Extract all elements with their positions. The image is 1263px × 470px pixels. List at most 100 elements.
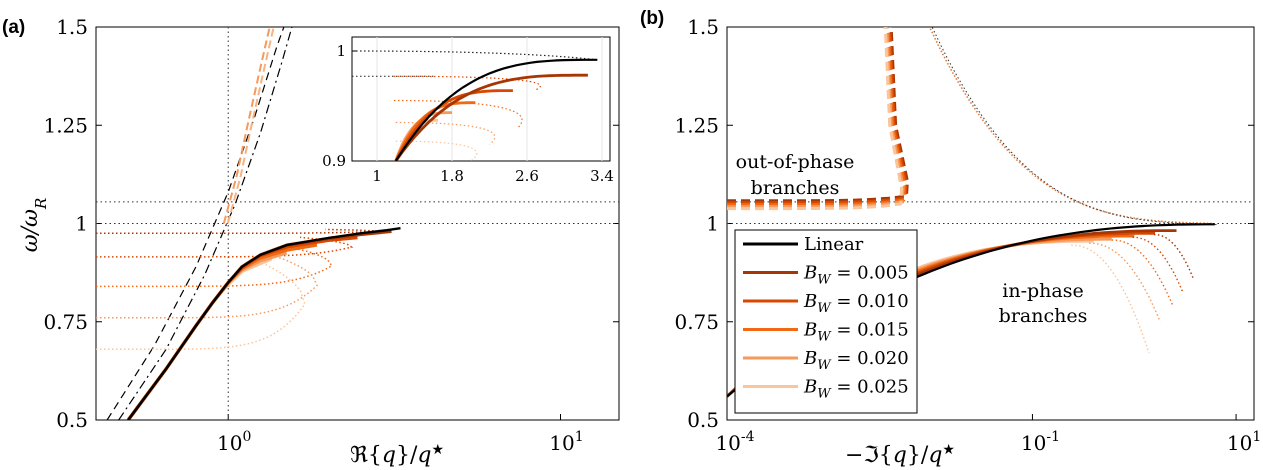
x-tick-label: 101 bbox=[549, 429, 583, 455]
series-line bbox=[126, 251, 288, 420]
x-tick-label-exp: 1 bbox=[575, 429, 584, 445]
y-tick-label: 0.5 bbox=[687, 408, 719, 432]
legend-label-symbol: B bbox=[803, 348, 817, 369]
y-tick-label: 0.75 bbox=[43, 310, 88, 334]
inset-plot: 1 1.8 2.6 3.4 0.9 1 bbox=[322, 36, 614, 185]
legend-box bbox=[734, 229, 918, 414]
dotted-branch bbox=[96, 258, 306, 351]
annotation-out-of-phase-line2: branches bbox=[751, 177, 840, 199]
annotation-in-phase-line1: in-phase bbox=[1002, 280, 1083, 302]
in-phase-dotted-drop bbox=[1132, 236, 1184, 293]
panel-a-xticks: 100 101 bbox=[217, 414, 584, 455]
dotted-branch bbox=[96, 236, 354, 258]
x-tick-label: 101 bbox=[1227, 429, 1261, 455]
out-of-phase-branch bbox=[727, 27, 908, 205]
panel-a-yticks: 0.5 0.75 1 1.25 1.5 bbox=[43, 15, 619, 432]
out-of-phase-dotted bbox=[928, 27, 1214, 225]
x-tick-label: 10-1 bbox=[1021, 429, 1060, 455]
inset-ticks: 1 1.8 2.6 3.4 0.9 1 bbox=[322, 37, 614, 185]
y-tick-label: 1.5 bbox=[687, 15, 719, 39]
legend-label-symbol: B bbox=[803, 291, 817, 312]
legend-label-value: = 0.010 bbox=[831, 291, 909, 312]
dispersion-curve bbox=[106, 27, 285, 420]
dotted-branch bbox=[96, 244, 333, 288]
x-tick-label: 10-4 bbox=[715, 429, 754, 455]
panel-b-xlabel: −ℑ{q}/q★ bbox=[845, 442, 955, 468]
inset-dotted-branch bbox=[395, 140, 478, 161]
dispersion-curve bbox=[226, 27, 275, 224]
legend-label-subscript: W bbox=[817, 273, 832, 288]
x-tick-label: 100 bbox=[217, 429, 251, 455]
inset-series-line bbox=[394, 58, 598, 161]
y-tick-label: 1 bbox=[75, 212, 88, 236]
legend-label-value: = 0.025 bbox=[831, 377, 909, 398]
legend-label-subscript: W bbox=[817, 387, 832, 402]
in-phase-dotted-drop bbox=[1089, 242, 1161, 323]
out-of-phase-branch bbox=[727, 27, 904, 211]
x-tick-label-base: 10 bbox=[549, 431, 574, 455]
legend-label-symbol: B bbox=[803, 320, 817, 341]
legend-label-value: = 0.015 bbox=[831, 320, 909, 341]
legend-label: BW = 0.015 bbox=[803, 320, 909, 345]
x-tick-label-exp: -4 bbox=[741, 429, 755, 445]
panel-b-yticks: 0.5 0.75 1 1.25 1.5 bbox=[674, 15, 1254, 432]
panel-a-label: (a) bbox=[2, 17, 25, 38]
x-tick-label-base: 10 bbox=[217, 431, 242, 455]
legend-label-symbol: B bbox=[803, 377, 817, 398]
x-tick-label-base: 10 bbox=[1021, 431, 1046, 455]
legend-label: BW = 0.010 bbox=[803, 291, 909, 316]
legend-label: BW = 0.025 bbox=[803, 377, 909, 402]
inset-plot-area bbox=[352, 50, 598, 161]
x-tick-label-exp: 0 bbox=[242, 429, 251, 445]
inset-series-line bbox=[394, 73, 588, 161]
dotted-branch bbox=[96, 228, 377, 235]
legend-label: Linear bbox=[804, 234, 864, 255]
x-tick-label-exp: 1 bbox=[1252, 429, 1261, 445]
inset-y-tick-label: 0.9 bbox=[322, 152, 346, 170]
panel-a-curves bbox=[96, 27, 401, 420]
y-tick-label: 0.5 bbox=[56, 408, 88, 432]
inset-background bbox=[351, 36, 611, 162]
inset-x-tick-label: 1 bbox=[372, 167, 382, 185]
legend-label-subscript: W bbox=[817, 301, 832, 316]
legend-label-subscript: W bbox=[817, 358, 832, 373]
in-phase-dotted-drop bbox=[1111, 239, 1174, 307]
legend-label: BW = 0.005 bbox=[803, 263, 909, 288]
panel-b-label: (b) bbox=[640, 8, 664, 29]
panel-a-ylabel: ω/ωR bbox=[18, 198, 50, 253]
dotted-branch bbox=[96, 252, 318, 319]
dispersion-curve bbox=[222, 27, 271, 224]
series-line bbox=[126, 243, 318, 420]
inset-curves bbox=[352, 50, 598, 161]
series-line bbox=[127, 227, 401, 420]
y-tick-label: 0.75 bbox=[674, 310, 719, 334]
x-tick-label-base: 10 bbox=[715, 431, 740, 455]
panel-a-xlabel: ℜ{q}/q★ bbox=[350, 442, 444, 468]
x-tick-label-base: 10 bbox=[1227, 431, 1252, 455]
inset-x-tick-label: 2.6 bbox=[515, 167, 539, 185]
out-of-phase-branch bbox=[727, 27, 909, 203]
out-of-phase-dotted bbox=[931, 27, 1217, 225]
panel-b-xticks: 10-4 10-1 101 bbox=[715, 414, 1261, 455]
legend-label: BW = 0.020 bbox=[803, 348, 909, 373]
legend-label-symbol: B bbox=[803, 263, 817, 284]
panel-a-plot-area bbox=[96, 27, 619, 420]
inset-x-tick-label: 1.8 bbox=[440, 167, 464, 185]
out-of-phase-branch bbox=[727, 27, 905, 209]
out-of-phase-branch bbox=[727, 27, 907, 207]
legend-label-subscript: W bbox=[817, 330, 832, 345]
y-tick-label: 1 bbox=[706, 212, 719, 236]
in-phase-dotted-drop bbox=[1071, 244, 1150, 354]
inset-y-tick-label: 1 bbox=[336, 42, 346, 60]
y-tick-label: 1.25 bbox=[43, 113, 88, 137]
annotation-in-phase-line2: branches bbox=[999, 305, 1088, 327]
legend-label-value: = 0.020 bbox=[831, 348, 909, 369]
x-tick-label-exp: -1 bbox=[1046, 429, 1060, 445]
legend-label-value: = 0.005 bbox=[831, 263, 909, 284]
annotation-out-of-phase-line1: out-of-phase bbox=[736, 151, 855, 173]
